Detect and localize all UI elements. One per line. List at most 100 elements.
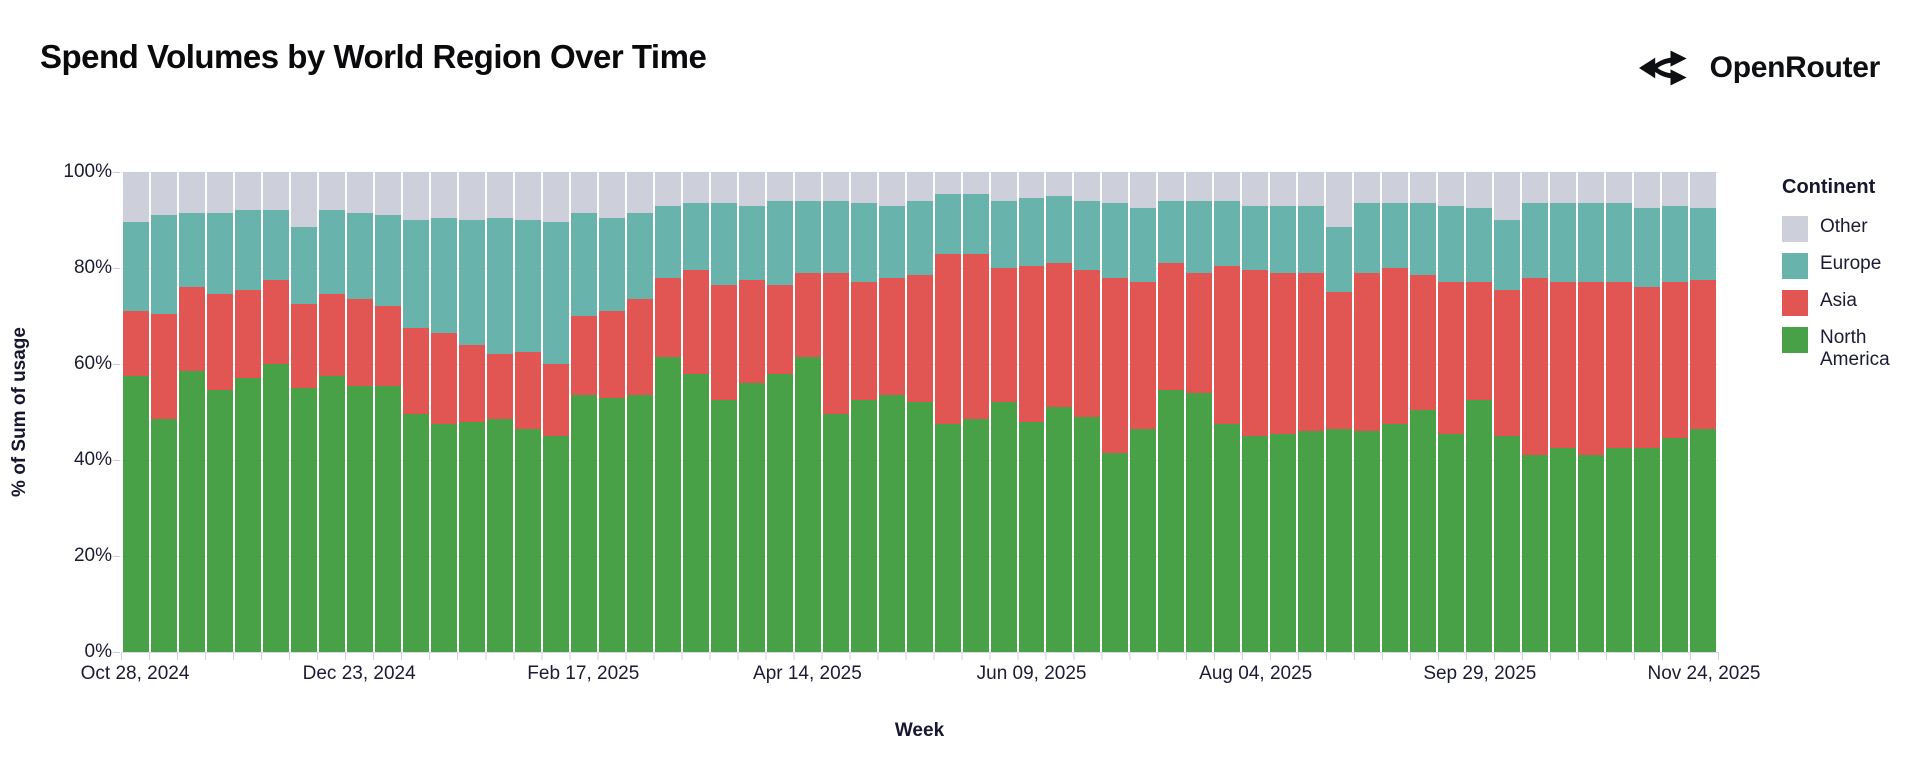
bar-segment-north-america[interactable] bbox=[1046, 407, 1073, 652]
bar[interactable] bbox=[1298, 172, 1325, 652]
bar-segment-asia[interactable] bbox=[1550, 282, 1577, 448]
bar[interactable] bbox=[1186, 172, 1213, 652]
bar-segment-asia[interactable] bbox=[1410, 275, 1437, 410]
bar-segment-other[interactable] bbox=[934, 172, 961, 194]
bar[interactable] bbox=[1410, 172, 1437, 652]
bar-segment-asia[interactable] bbox=[458, 344, 485, 422]
bar-segment-north-america[interactable] bbox=[1466, 400, 1493, 652]
bar-segment-europe[interactable] bbox=[850, 203, 877, 283]
bar-segment-other[interactable] bbox=[514, 172, 541, 221]
bar-segment-north-america[interactable] bbox=[514, 428, 541, 652]
bar-segment-asia[interactable] bbox=[318, 294, 345, 376]
bar[interactable] bbox=[262, 172, 289, 652]
bar-segment-other[interactable] bbox=[1522, 172, 1549, 204]
bar-segment-europe[interactable] bbox=[514, 220, 541, 353]
bar-segment-north-america[interactable] bbox=[1326, 428, 1353, 652]
bar-segment-north-america[interactable] bbox=[1298, 431, 1325, 652]
bar[interactable] bbox=[150, 172, 177, 652]
bar-segment-europe[interactable] bbox=[318, 210, 345, 295]
bar-segment-north-america[interactable] bbox=[1382, 424, 1409, 652]
bar-segment-north-america[interactable] bbox=[1550, 448, 1577, 652]
bar-segment-other[interactable] bbox=[290, 172, 317, 228]
bar-segment-asia[interactable] bbox=[1130, 282, 1157, 429]
bar-segment-europe[interactable] bbox=[1326, 227, 1353, 293]
bar-segment-other[interactable] bbox=[123, 172, 149, 223]
bar-segment-north-america[interactable] bbox=[682, 373, 709, 652]
bar-segment-europe[interactable] bbox=[1438, 205, 1465, 283]
bar-segment-asia[interactable] bbox=[1354, 272, 1381, 432]
bar-segment-other[interactable] bbox=[1382, 172, 1409, 204]
bar-segment-asia[interactable] bbox=[878, 277, 905, 396]
bar-segment-north-america[interactable] bbox=[710, 400, 737, 652]
bar[interactable] bbox=[374, 172, 401, 652]
bar-segment-north-america[interactable] bbox=[626, 395, 653, 652]
bar[interactable] bbox=[570, 172, 597, 652]
bar-segment-europe[interactable] bbox=[458, 220, 485, 345]
bar-segment-europe[interactable] bbox=[1634, 208, 1661, 288]
bar-segment-north-america[interactable] bbox=[1690, 428, 1717, 652]
bar-segment-europe[interactable] bbox=[1494, 220, 1521, 290]
bar-segment-north-america[interactable] bbox=[1354, 431, 1381, 652]
bar[interactable] bbox=[1018, 172, 1045, 652]
bar-segment-north-america[interactable] bbox=[1270, 433, 1297, 652]
bar-segment-other[interactable] bbox=[402, 172, 429, 221]
bar-segment-north-america[interactable] bbox=[1242, 436, 1269, 652]
bar-segment-asia[interactable] bbox=[906, 275, 933, 403]
bar-segment-asia[interactable] bbox=[962, 253, 989, 420]
bar[interactable] bbox=[766, 172, 793, 652]
bar-segment-north-america[interactable] bbox=[1494, 436, 1521, 652]
bar[interactable] bbox=[1102, 172, 1129, 652]
bar-segment-other[interactable] bbox=[990, 172, 1017, 201]
bar-segment-asia[interactable] bbox=[234, 289, 261, 379]
bar[interactable] bbox=[1354, 172, 1381, 652]
bar-segment-north-america[interactable] bbox=[822, 414, 849, 652]
bar-segment-asia[interactable] bbox=[1578, 282, 1605, 456]
bar-segment-north-america[interactable] bbox=[486, 419, 513, 652]
bar-segment-other[interactable] bbox=[850, 172, 877, 204]
bar-segment-other[interactable] bbox=[1438, 172, 1465, 206]
bar-segment-other[interactable] bbox=[794, 172, 821, 201]
bar-segment-north-america[interactable] bbox=[1130, 428, 1157, 652]
bar-segment-europe[interactable] bbox=[906, 200, 933, 276]
bar[interactable] bbox=[430, 172, 457, 652]
bar-segment-europe[interactable] bbox=[822, 200, 849, 273]
bar-segment-asia[interactable] bbox=[654, 277, 681, 357]
bar-segment-other[interactable] bbox=[374, 172, 401, 216]
bar-segment-other[interactable] bbox=[178, 172, 205, 213]
bar-segment-asia[interactable] bbox=[738, 280, 765, 384]
bar[interactable] bbox=[178, 172, 205, 652]
bar[interactable] bbox=[822, 172, 849, 652]
bar-segment-europe[interactable] bbox=[486, 217, 513, 355]
bar-segment-asia[interactable] bbox=[1690, 280, 1717, 429]
bar-segment-europe[interactable] bbox=[1046, 196, 1073, 264]
bar-segment-other[interactable] bbox=[1634, 172, 1661, 209]
bar-segment-europe[interactable] bbox=[654, 205, 681, 278]
bar-segment-other[interactable] bbox=[1130, 172, 1157, 209]
bar[interactable] bbox=[1606, 172, 1633, 652]
bar[interactable] bbox=[682, 172, 709, 652]
bar-segment-europe[interactable] bbox=[626, 212, 653, 300]
bar-segment-other[interactable] bbox=[822, 172, 849, 201]
bar-segment-europe[interactable] bbox=[1018, 198, 1045, 266]
bar-segment-north-america[interactable] bbox=[850, 400, 877, 652]
bar[interactable] bbox=[1214, 172, 1241, 652]
bar-segment-other[interactable] bbox=[262, 172, 289, 211]
bar[interactable] bbox=[1634, 172, 1661, 652]
legend-item-europe[interactable]: Europe bbox=[1782, 253, 1912, 279]
bar-segment-asia[interactable] bbox=[710, 284, 737, 400]
bar-segment-europe[interactable] bbox=[1410, 203, 1437, 276]
bar-segment-asia[interactable] bbox=[1242, 270, 1269, 436]
bar-segment-europe[interactable] bbox=[1074, 200, 1101, 271]
bar-segment-europe[interactable] bbox=[878, 205, 905, 278]
bar-segment-other[interactable] bbox=[1242, 172, 1269, 206]
bar-segment-asia[interactable] bbox=[1438, 282, 1465, 434]
bar[interactable] bbox=[1578, 172, 1605, 652]
bar[interactable] bbox=[598, 172, 625, 652]
legend-item-north-america[interactable]: North America bbox=[1782, 327, 1912, 371]
bar-segment-north-america[interactable] bbox=[430, 424, 457, 652]
legend-item-asia[interactable]: Asia bbox=[1782, 290, 1912, 316]
bar-segment-other[interactable] bbox=[1466, 172, 1493, 209]
bar-segment-north-america[interactable] bbox=[1018, 421, 1045, 652]
bar-segment-europe[interactable] bbox=[1550, 203, 1577, 283]
bar[interactable] bbox=[1242, 172, 1269, 652]
